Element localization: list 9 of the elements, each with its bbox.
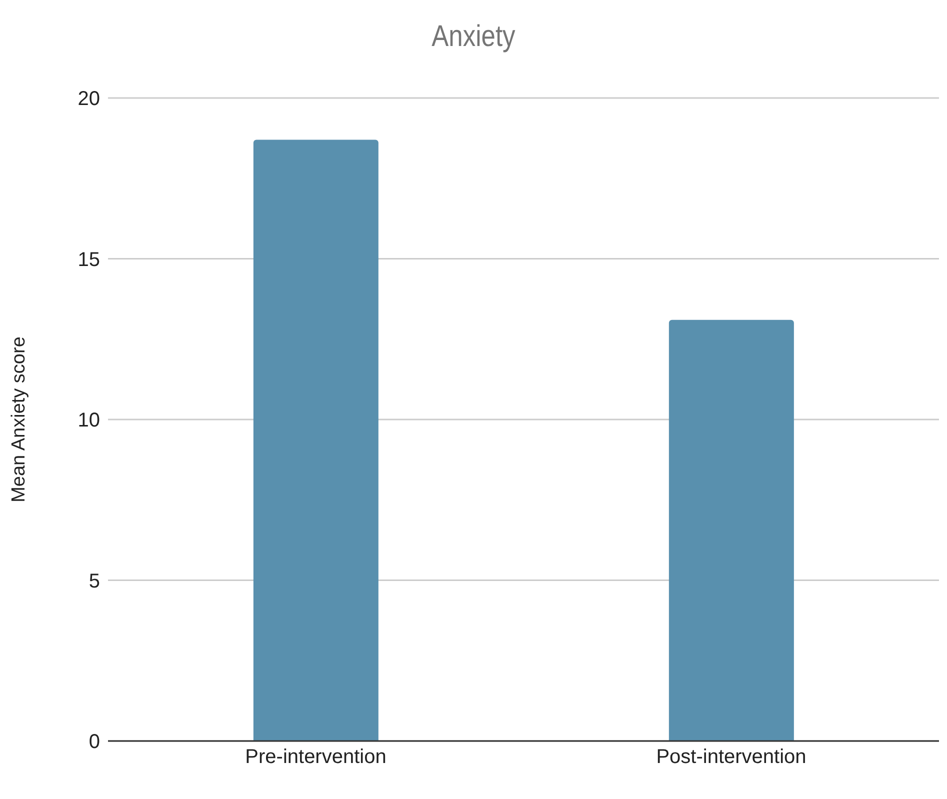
y-tick-label: 20 [78,88,100,110]
y-axis-title: Mean Anxiety score [8,336,30,502]
x-tick-label: Pre-intervention [245,746,386,768]
chart-title: Anxiety [430,20,516,54]
y-tick-label: 10 [78,410,100,432]
y-tick-label: 0 [88,731,100,754]
y-tick-label: 15 [78,248,100,271]
y-tick-label: 5 [88,570,100,592]
x-tick-label: Post-intervention [656,746,806,768]
